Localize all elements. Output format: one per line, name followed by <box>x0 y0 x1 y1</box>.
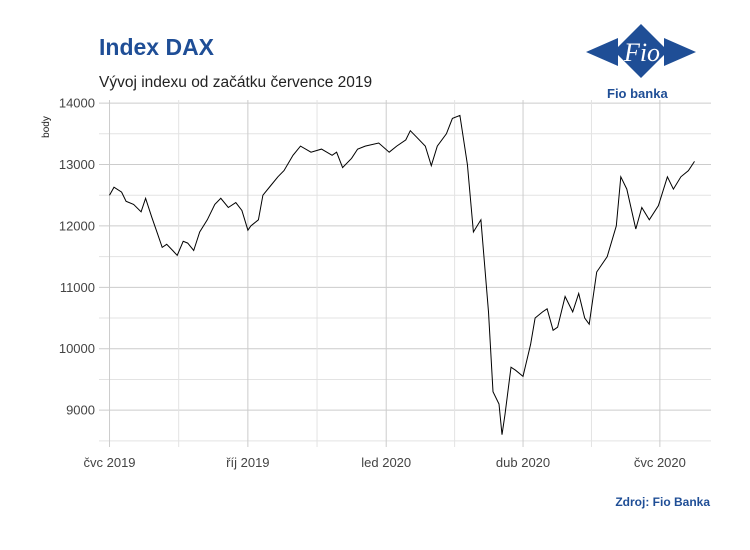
brand-name: Fio banka <box>607 86 668 101</box>
fio-logo-icon: Fio <box>586 24 696 78</box>
grid-lines <box>99 100 711 447</box>
source-note: Zdroj: Fio Banka <box>615 495 710 509</box>
x-tick-label: dub 2020 <box>496 455 550 470</box>
logo-text: Fio <box>623 38 660 67</box>
x-tick-label: čvc 2020 <box>634 455 686 470</box>
logo-right-wing-icon <box>664 38 696 66</box>
y-tick-label: 10000 <box>59 341 95 356</box>
y-tick-label: 14000 <box>59 96 95 111</box>
logo-left-wing-icon <box>586 38 618 66</box>
y-tick-label: 11000 <box>60 280 95 295</box>
y-axis: 9000 10000 11000 12000 13000 14000 <box>59 96 95 418</box>
chart-subtitle: Vývoj indexu od začátku července 2019 <box>99 74 373 91</box>
y-tick-label: 12000 <box>59 218 95 233</box>
chart-title: Index DAX <box>99 34 215 60</box>
y-tick-label: 9000 <box>66 403 95 418</box>
x-tick-label: led 2020 <box>361 455 411 470</box>
logo-diamond-icon <box>614 24 668 78</box>
y-tick-label: 13000 <box>59 157 95 172</box>
x-tick-label: říj 2019 <box>226 455 269 470</box>
x-tick-label: čvc 2019 <box>84 455 136 470</box>
y-axis-title: body <box>41 116 52 138</box>
x-axis: čvc 2019 říj 2019 led 2020 dub 2020 čvc 2020 <box>84 455 686 470</box>
dax-series-line <box>109 114 695 435</box>
